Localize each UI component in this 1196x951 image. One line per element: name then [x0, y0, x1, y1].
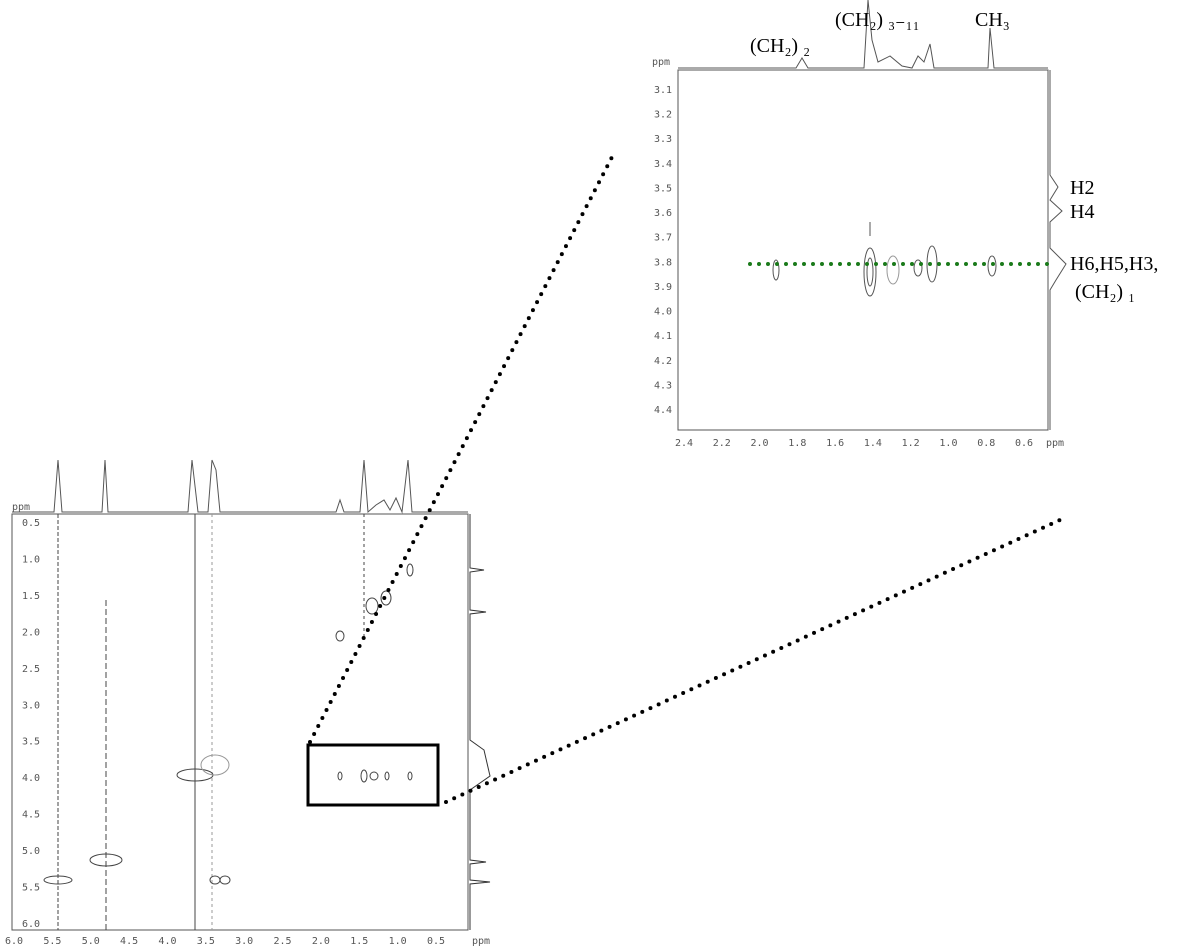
y-tick-label: 4.0	[654, 307, 672, 318]
y-tick-label: 2.5	[22, 664, 40, 675]
y-tick-label: 3.8	[654, 257, 672, 268]
inset-right-projection	[1049, 70, 1067, 430]
y-tick-label: 5.0	[22, 846, 40, 857]
y-tick-label: 5.5	[22, 883, 40, 894]
x-tick-label: 2.5	[274, 936, 292, 947]
x-tick-label: 2.0	[751, 438, 769, 449]
x-tick-label: 2.4	[675, 438, 693, 449]
x-tick-label: 1.4	[864, 438, 882, 449]
x-tick-label: 5.0	[82, 936, 100, 947]
inset-top-projection	[678, 0, 1048, 69]
y-tick-label: 1.5	[22, 591, 40, 602]
right-projection	[469, 514, 491, 930]
annotation: (CH₂) ₃₋₁₁	[835, 9, 920, 31]
y-tick-label: 0.5	[22, 518, 40, 529]
x-tick-label: 5.5	[43, 936, 61, 947]
y-tick-label: 3.4	[654, 159, 672, 170]
y-tick-label: 3.2	[654, 110, 672, 121]
y-tick-label: 4.5	[22, 810, 40, 821]
y-tick-label: 6.0	[22, 919, 40, 930]
y-tick-label: 3.0	[22, 700, 40, 711]
x-tick-label: 2.2	[713, 438, 731, 449]
y-tick-label: 3.5	[22, 737, 40, 748]
x-tick-label: 0.5	[427, 936, 445, 947]
x-tick-label: 2.0	[312, 936, 330, 947]
y-tick-label: 4.1	[654, 331, 672, 342]
x-tick-label: 3.5	[197, 936, 215, 947]
y-tick-label: 3.1	[654, 85, 672, 96]
x-tick-label: 3.0	[235, 936, 253, 947]
x-unit: ppm	[472, 936, 490, 947]
zoom-line	[308, 155, 614, 744]
zoom-line	[444, 517, 1064, 804]
x-tick-label: 1.5	[350, 936, 368, 947]
x-tick-label: 1.6	[826, 438, 844, 449]
annotation: H2	[1070, 177, 1094, 199]
y-tick-label: 3.7	[654, 233, 672, 244]
annotation: (CH₂) ₂	[750, 35, 810, 57]
y-tick-label: 3.3	[654, 134, 672, 145]
zoom-box	[306, 743, 440, 807]
contours	[43, 514, 414, 930]
y-tick-label: 4.0	[22, 773, 40, 784]
y-tick-label: 4.2	[654, 356, 672, 367]
plot-frame	[11, 513, 469, 931]
y-unit: ppm	[12, 502, 30, 513]
top-projection	[12, 459, 468, 514]
x-tick-label: 6.0	[5, 936, 23, 947]
y-tick-label: 3.6	[654, 208, 672, 219]
y-tick-label: 2.0	[22, 627, 40, 638]
inset-contours	[772, 222, 997, 297]
x-tick-label: 1.0	[389, 936, 407, 947]
x-tick-label: 4.0	[158, 936, 176, 947]
annotation: (CH₂) ₁	[1075, 281, 1135, 303]
x-tick-label: 4.5	[120, 936, 138, 947]
annotation: H6,H5,H3,	[1070, 253, 1158, 275]
y-tick-label: 4.4	[654, 405, 672, 416]
y-tick-label: 3.5	[654, 183, 672, 194]
x-tick-label: 0.8	[977, 438, 995, 449]
y-unit: ppm	[652, 57, 670, 68]
annotation: CH₃	[975, 9, 1010, 31]
x-tick-label: 1.0	[939, 438, 957, 449]
x-tick-label: 1.2	[902, 438, 920, 449]
inset-frame	[677, 69, 1049, 431]
x-unit: ppm	[1046, 438, 1064, 449]
y-tick-label: 1.0	[22, 554, 40, 565]
y-tick-label: 3.9	[654, 282, 672, 293]
annotation: H4	[1070, 201, 1094, 223]
x-tick-label: 0.6	[1015, 438, 1033, 449]
y-tick-label: 4.3	[654, 380, 672, 391]
x-tick-label: 1.8	[788, 438, 806, 449]
